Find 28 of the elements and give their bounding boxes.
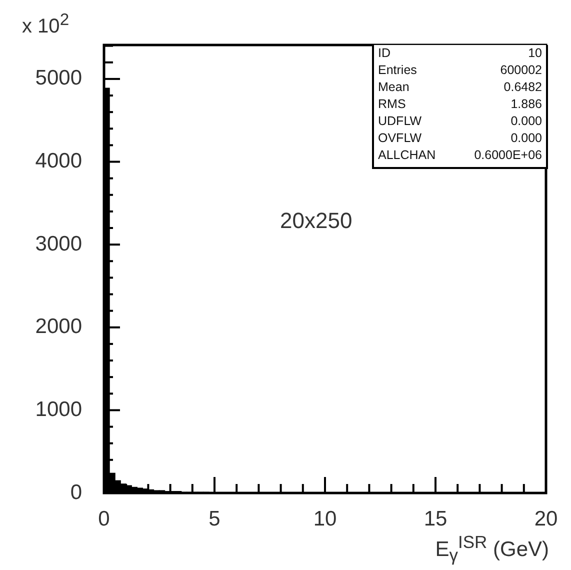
annotation: 20x250 [280, 208, 352, 234]
annotation: ID [378, 45, 390, 62]
annotation: 10 [528, 45, 542, 62]
y-tick-label: 3000 [35, 232, 82, 256]
x-tick-label: 10 [313, 507, 337, 530]
x-tick-label: 5 [208, 507, 220, 530]
y-tick-label: 1000 [35, 398, 82, 421]
x-axis-title: E$_{γ}$$^{ISR}$ (GeV) [435, 532, 549, 566]
annotation: RMS [378, 96, 406, 113]
y-tick-label: 4000 [35, 150, 82, 173]
y-tick-label: 5000 [35, 66, 82, 90]
annotation: 0.000 [510, 130, 542, 147]
annotation: Entries [378, 62, 417, 79]
annotation: OVFLW [378, 130, 422, 147]
x-tick-label: 0 [98, 507, 110, 530]
annotation: 0.000 [510, 113, 542, 130]
annotation: UDFLW [378, 113, 422, 130]
annotation: ALLCHAN [378, 147, 436, 164]
annotation: Mean [378, 79, 410, 96]
x-tick-label: 20 [534, 507, 558, 530]
x-tick-label: 15 [424, 507, 448, 530]
y-tick-label: 0 [70, 480, 82, 504]
annotation: 0.6000E+06 [474, 147, 542, 164]
y-tick-label: 2000 [35, 315, 82, 338]
annotation: 600002 [500, 62, 542, 79]
text: x 10$^{2}$ [22, 10, 70, 39]
annotation: 1.886 [510, 96, 542, 113]
annotation: 0.6482 [504, 79, 542, 96]
